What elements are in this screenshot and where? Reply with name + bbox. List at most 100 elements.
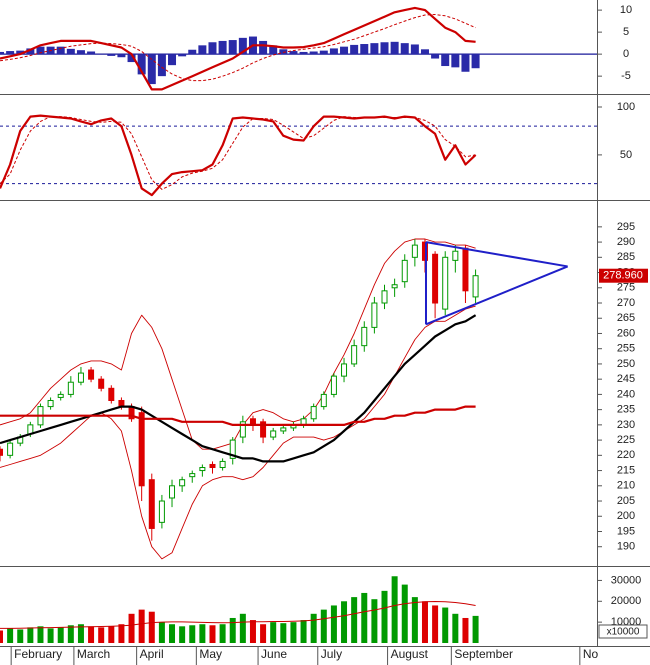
- volume-bar: [189, 625, 196, 643]
- histogram-bar: [410, 44, 419, 55]
- histogram-bar: [6, 51, 15, 55]
- volume-bar: [158, 622, 165, 643]
- candle-body: [98, 378, 105, 389]
- x-tick-label: March: [77, 647, 110, 661]
- candle-body: [47, 399, 54, 408]
- volume-bar: [270, 622, 277, 643]
- histogram-bar: [461, 54, 470, 72]
- y-tick-label: -5: [621, 70, 631, 82]
- y-tick-label: 235: [617, 404, 635, 416]
- volume-bar: [57, 627, 64, 643]
- y-tick-label: 255: [617, 343, 635, 355]
- histogram-bar: [117, 54, 126, 58]
- histogram-bar: [36, 46, 45, 55]
- histogram-bar: [309, 51, 318, 55]
- candle-body: [158, 500, 165, 523]
- histogram-bar: [188, 49, 197, 55]
- volume-bar: [472, 615, 479, 643]
- y-tick-label: 50: [620, 149, 632, 161]
- volume-bar: [37, 626, 44, 643]
- candle-body: [320, 393, 327, 408]
- histogram-bar: [259, 40, 268, 55]
- volume-bar: [300, 620, 307, 643]
- x-tick-label: February: [14, 647, 62, 661]
- candle-body: [280, 427, 287, 432]
- volume-bar: [108, 626, 115, 643]
- candle-body: [138, 412, 145, 487]
- candle-body: [260, 421, 267, 438]
- y-tick-label: 190: [617, 541, 635, 553]
- y-tick-label: 215: [617, 464, 635, 476]
- histogram-bar: [299, 51, 308, 55]
- histogram-bar: [340, 46, 349, 55]
- candle-body: [57, 393, 64, 398]
- histogram-bar: [198, 45, 207, 55]
- indicator-line: [0, 14, 476, 82]
- histogram-bar: [178, 54, 187, 57]
- indicator-line: [0, 114, 477, 197]
- y-tick-label: 30000: [611, 574, 642, 586]
- candle-body: [442, 256, 449, 310]
- candle-body: [169, 485, 176, 499]
- x-tick-label: July: [321, 647, 342, 661]
- moving-average: [0, 405, 476, 426]
- y-tick-label: 240: [617, 388, 635, 400]
- candle-body: [351, 345, 358, 365]
- y-tick-label: 285: [617, 251, 635, 263]
- candle-body: [432, 253, 439, 304]
- last-price-box: [599, 268, 648, 283]
- histogram-bar: [360, 44, 369, 55]
- histogram-bar: [370, 43, 379, 55]
- histogram-bar: [76, 50, 85, 55]
- volume-bar: [310, 613, 317, 643]
- volume-bar: [118, 624, 125, 643]
- volume-bar: [442, 607, 449, 643]
- candle-body: [7, 442, 14, 456]
- y-tick-label: 295: [617, 221, 635, 233]
- histogram-bar: [431, 54, 440, 59]
- candle-body: [77, 372, 84, 383]
- histogram-bar: [238, 37, 247, 55]
- histogram-bar: [157, 54, 166, 77]
- y-tick-label: 195: [617, 525, 635, 537]
- x-tick-label: April: [140, 647, 164, 661]
- y-tick-label: 220: [617, 449, 635, 461]
- histogram-bar: [127, 54, 136, 63]
- candle-body: [229, 439, 236, 459]
- volume-bar: [199, 624, 206, 643]
- candle-body: [330, 375, 337, 395]
- volume-bar: [219, 624, 226, 643]
- y-tick-label: 20000: [611, 595, 642, 607]
- histogram-bar: [390, 41, 399, 55]
- moving-average: [0, 314, 477, 463]
- volume-bar: [138, 609, 145, 643]
- volume-bar: [229, 617, 236, 643]
- histogram-bar: [380, 42, 389, 55]
- candle-body: [67, 381, 74, 395]
- candle-body: [209, 463, 216, 469]
- candle-body: [0, 448, 3, 456]
- candle-body: [270, 430, 277, 438]
- candle-body: [189, 473, 196, 478]
- histogram-bar: [319, 50, 328, 55]
- x-tick-label: September: [454, 647, 513, 661]
- y-tick-label: 5: [623, 26, 629, 38]
- histogram-bar: [168, 54, 177, 66]
- volume-bar: [371, 599, 378, 643]
- volume-bar: [391, 576, 398, 643]
- x-tick-label: May: [199, 647, 222, 661]
- candle-body: [452, 250, 459, 261]
- histogram-bar: [66, 48, 75, 55]
- y-tick-label: 200: [617, 510, 635, 522]
- volume-bar: [290, 622, 297, 643]
- candle-body: [341, 363, 348, 377]
- y-tick-label: 10: [620, 4, 632, 16]
- volume-bar: [77, 624, 84, 643]
- histogram-bar: [441, 54, 450, 67]
- volume-bar: [249, 620, 256, 643]
- indicator-line: [0, 6, 476, 91]
- volume-bar: [260, 624, 267, 643]
- volume-bar: [67, 625, 74, 643]
- histogram-bar: [137, 54, 146, 75]
